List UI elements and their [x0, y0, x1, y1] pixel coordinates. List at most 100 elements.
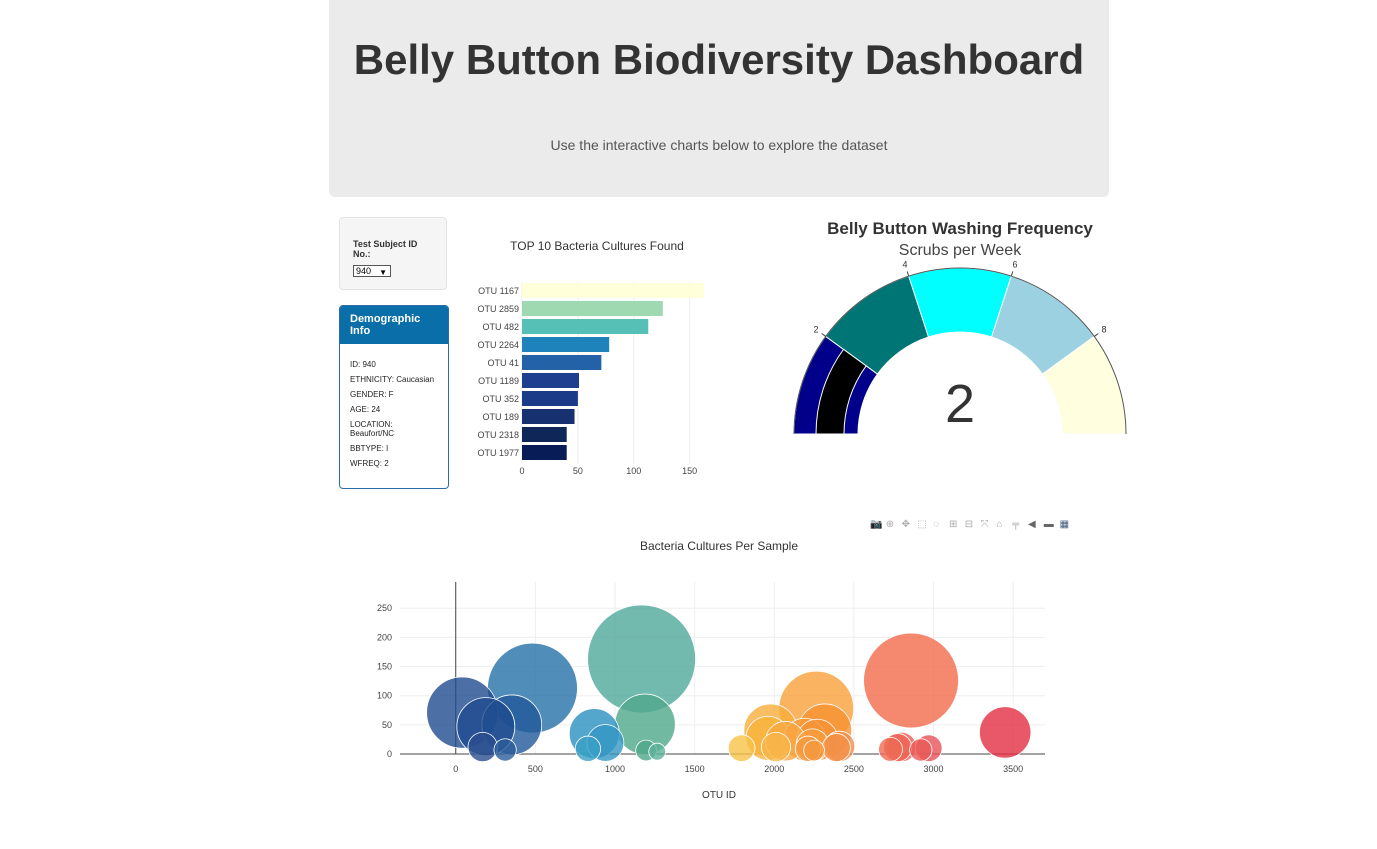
bar[interactable]: [522, 283, 705, 298]
header-jumbotron: Belly Button Biodiversity Dashboard Use …: [329, 0, 1109, 197]
bubble-point[interactable]: [979, 706, 1032, 759]
bacteria-bubble-chart[interactable]: Bacteria Cultures Per Sample 0 50 100 150 200…: [350, 530, 1070, 810]
bubble-x-tick-label: 500: [528, 764, 543, 774]
bar-y-tick-label: OTU 482: [482, 322, 519, 332]
subject-id-value: 940: [356, 266, 372, 276]
bubble-x-tick-label: 3500: [1003, 764, 1023, 774]
gauge-tick-label: 4: [902, 260, 907, 270]
demographic-info-body: ID: 940 ETHNICITY: Caucasian GENDER: F AGE:…: [340, 344, 448, 468]
bubble-y-tick-label: 200: [377, 632, 392, 642]
bubble-y-tick-label: 100: [377, 691, 392, 701]
bubble-x-tick-label: 3000: [924, 764, 944, 774]
gauge-value-bar: [815, 348, 867, 435]
demographic-row: WFREQ: 2: [350, 459, 389, 468]
gauge-tick: [1094, 333, 1099, 337]
camera-icon[interactable]: 📷: [870, 519, 883, 530]
bubble-x-tick-label: 0: [453, 764, 458, 774]
bubble-x-tick-label: 2500: [844, 764, 864, 774]
demographic-row: BBTYPE: I: [350, 444, 389, 453]
zoom-out-icon[interactable]: ⊟: [964, 519, 974, 530]
bubble-x-tick-label: 2000: [764, 764, 784, 774]
bubble-point[interactable]: [909, 738, 933, 762]
bubble-y-tick-label: 50: [382, 720, 392, 730]
bar[interactable]: [522, 391, 578, 406]
demographic-info-heading: Demographic Info: [340, 306, 448, 344]
bar[interactable]: [522, 319, 649, 334]
demographic-row: ID: 940: [350, 360, 376, 369]
gauge-outline: [793, 267, 1127, 435]
demographic-row: GENDER: F: [350, 390, 394, 399]
bubble-chart-title: Bacteria Cultures Per Sample: [640, 539, 798, 553]
subject-selector-label: Test Subject ID No.:: [353, 239, 418, 259]
bubble-point[interactable]: [467, 731, 498, 763]
top10-bar-chart[interactable]: TOP 10 Bacteria Cultures Found 0 50 100 150 O…: [465, 230, 735, 480]
bar-x-tick-label: 0: [519, 466, 524, 476]
bubble-point[interactable]: [878, 736, 903, 762]
gauge-value-number: 2: [945, 374, 975, 434]
bubble-point[interactable]: [821, 733, 851, 763]
bar[interactable]: [522, 355, 602, 370]
bar-y-tick-label: OTU 2859: [477, 304, 519, 314]
bubble-point[interactable]: [727, 734, 756, 762]
pan-icon[interactable]: ✥: [901, 519, 910, 530]
demographic-row: LOCATION: Beaufort/NC: [350, 420, 395, 438]
bar-y-tick-label: OTU 1167: [478, 286, 519, 296]
bubble-y-tick-label: 0: [387, 749, 392, 759]
bubble-point[interactable]: [863, 632, 959, 729]
bar-y-tick-label: OTU 1977: [477, 448, 519, 458]
bubble-point[interactable]: [648, 742, 667, 761]
gauge-title: Belly Button Washing Frequency: [827, 219, 1093, 238]
bubble-point[interactable]: [803, 739, 825, 762]
lasso-icon[interactable]: ◌: [933, 519, 940, 530]
bar-y-tick-label: OTU 2318: [477, 430, 519, 440]
bubble-x-tick-label: 1000: [605, 764, 625, 774]
bubble-x-tick-label: 1500: [685, 764, 705, 774]
spike-lines-icon[interactable]: ╤: [1012, 519, 1020, 530]
bar-y-tick-label: OTU 41: [487, 358, 519, 368]
bubble-x-axis-title: OTU ID: [702, 790, 736, 801]
gauge-tick: [906, 271, 910, 277]
bar[interactable]: [522, 409, 575, 424]
box-select-icon[interactable]: ⬚: [917, 519, 927, 530]
demographic-row: AGE: 24: [350, 405, 381, 414]
bar[interactable]: [522, 427, 567, 442]
bar-x-tick-label: 100: [626, 466, 641, 476]
bubble-point[interactable]: [760, 731, 792, 763]
zoom-icon[interactable]: ⊕: [885, 519, 895, 530]
bubble-point[interactable]: [574, 735, 602, 762]
wash-frequency-gauge[interactable]: Belly Button Washing Frequency Scrubs per…: [780, 210, 1140, 445]
page-subtitle: Use the interactive charts below to expl…: [550, 137, 888, 153]
page-title: Belly Button Biodiversity Dashboard: [353, 36, 1085, 83]
bubble-y-tick-label: 250: [377, 603, 392, 613]
gauge-tick-label: 6: [1012, 260, 1017, 270]
hover-compare-icon[interactable]: ▬: [1043, 519, 1054, 530]
reset-axes-icon[interactable]: ⌂: [996, 519, 1003, 530]
bar-x-tick-label: 50: [573, 466, 583, 476]
bar-chart-title: TOP 10 Bacteria Cultures Found: [510, 239, 684, 253]
gauge-tick-label: 2: [813, 324, 818, 334]
bubble-point[interactable]: [493, 738, 517, 762]
subject-selector-well: Test Subject ID No.: 940 ▼: [339, 217, 447, 290]
bubble-y-tick-label: 150: [377, 662, 392, 672]
bar-y-tick-label: OTU 1189: [478, 376, 519, 386]
bar[interactable]: [522, 445, 567, 460]
autoscale-icon[interactable]: ⤧: [980, 519, 989, 530]
demographic-info-panel: Demographic Info ID: 940 ETHNICITY: Cauca…: [339, 305, 449, 489]
bar-y-tick-label: OTU 2264: [477, 340, 519, 350]
gauge-tick: [1010, 271, 1014, 277]
bar-x-tick-label: 150: [682, 466, 697, 476]
gauge-subtitle: Scrubs per Week: [899, 242, 1022, 259]
gauge-tick: [821, 333, 826, 337]
bar[interactable]: [522, 337, 610, 352]
bar[interactable]: [522, 373, 579, 388]
gauge-tick-label: 8: [1101, 324, 1106, 334]
bar-y-tick-label: OTU 189: [482, 412, 519, 422]
bar[interactable]: [522, 301, 663, 316]
chevron-down-icon: ▼: [379, 268, 387, 277]
hover-closest-icon[interactable]: ◀: [1028, 519, 1036, 530]
demographic-row: ETHNICITY: Caucasian: [350, 375, 435, 384]
plotly-logo-icon[interactable]: ▦: [1059, 519, 1070, 530]
zoom-in-icon[interactable]: ⊞: [949, 519, 958, 530]
bar-y-tick-label: OTU 352: [482, 394, 519, 404]
subject-id-select[interactable]: 940 ▼: [353, 265, 391, 277]
